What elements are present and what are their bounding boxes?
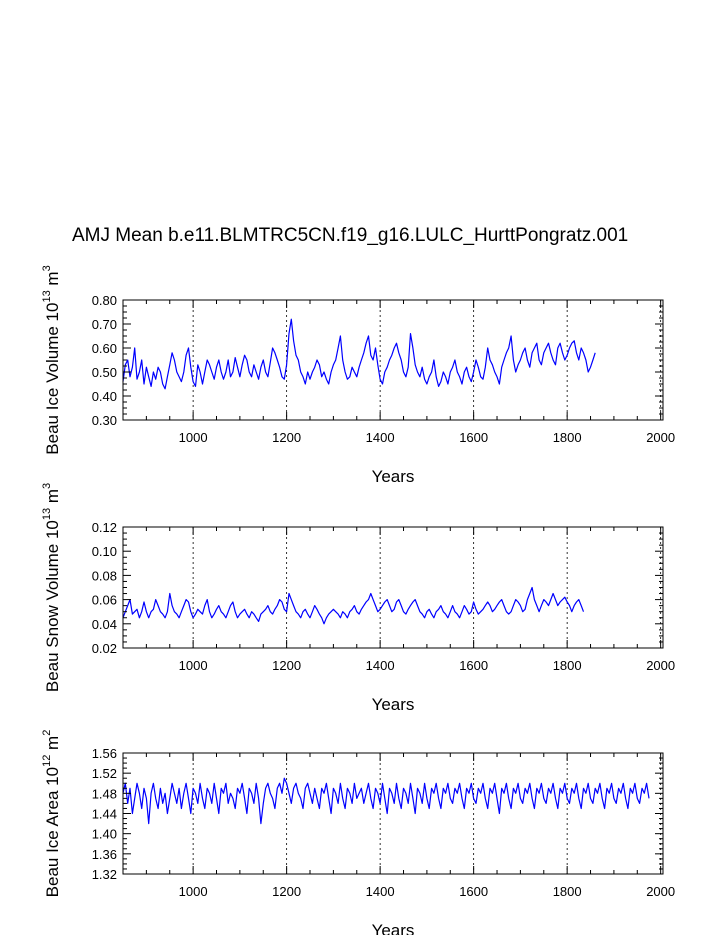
ice-volume-ylabel-prefix: Beau Ice Volume 10 — [43, 303, 62, 455]
ice-area-ytick-label-0: 1.32 — [92, 867, 117, 882]
ice-volume-ytick-label-1: 0.40 — [92, 389, 117, 404]
snow-volume-ylabel-exp: 13 — [41, 508, 53, 520]
snow-volume-xtick-label-3: 1600 — [459, 658, 488, 673]
ice-volume-plot-frame — [122, 299, 664, 421]
ice-volume-ytick-label-4: 0.70 — [92, 317, 117, 332]
ice-volume-xtick-label-0: 1000 — [179, 430, 208, 445]
ice-volume-xtick-label-3: 1600 — [459, 430, 488, 445]
snow-volume-xtick-label-0: 1000 — [179, 658, 208, 673]
ice-area-ylabel-unit-exp: 2 — [41, 730, 53, 736]
ice-area-plot-frame — [122, 752, 664, 875]
panel-snow-volume: 1000 1200 1400 1600 1800 2000 0.02 0.04 0.06 0.08… — [41, 483, 675, 714]
panels: 1000 1200 1400 1600 1800 2000 0.30 0.40 0.50 0.60… — [41, 265, 675, 935]
ice-volume-series-line — [122, 318, 596, 390]
ice-area-ylabel-prefix: Beau Ice Area 10 — [43, 767, 62, 897]
snow-volume-plot-frame — [122, 526, 664, 649]
ice-volume-xlabel: Years — [372, 467, 415, 486]
ice-volume-ytick-label-2: 0.50 — [92, 365, 117, 380]
ice-area-series-line — [122, 777, 650, 825]
figure-title: AMJ Mean b.e11.BLMTRC5CN.f19_g16.LULC_Hu… — [72, 225, 628, 246]
ice-area-xtick-label-1: 1200 — [272, 884, 301, 899]
snow-volume-xtick-label-4: 1800 — [553, 658, 582, 673]
snow-volume-xlabel: Years — [372, 695, 415, 714]
ice-area-ytick-label-6: 1.56 — [92, 746, 117, 761]
ice-area-xtick-label-4: 1800 — [553, 884, 582, 899]
ice-volume-ylabel-unit: m — [43, 271, 62, 290]
snow-volume-ylabel-prefix: Beau Snow Volume 10 — [43, 520, 62, 692]
ice-area-xtick-label-0: 1000 — [179, 884, 208, 899]
ice-volume-xtick-label-5: 2000 — [646, 430, 675, 445]
snow-volume-ylabel: Beau Snow Volume 1013 m3 — [41, 483, 62, 692]
snow-volume-ylabel-unit: m — [43, 489, 62, 508]
snow-volume-ytick-label-4: 0.10 — [92, 544, 117, 559]
snow-volume-ytick-label-2: 0.06 — [92, 593, 117, 608]
ice-volume-ylabel-unit-exp: 3 — [41, 265, 53, 271]
ice-area-ytick-label-2: 1.40 — [92, 827, 117, 842]
snow-volume-xtick-label-5: 2000 — [646, 658, 675, 673]
panel-ice-area: 1000 1200 1400 1600 1800 2000 1.32 1.36 1.40 1.44… — [41, 730, 675, 935]
snow-volume-ytick-label-5: 0.12 — [92, 520, 117, 535]
snow-volume-xtick-label-1: 1200 — [272, 658, 301, 673]
ice-area-ytick-label-5: 1.52 — [92, 766, 117, 781]
ice-area-ylabel-exp: 12 — [41, 755, 53, 767]
snow-volume-ylabel-unit-exp: 3 — [41, 483, 53, 489]
snow-volume-ytick-label-0: 0.02 — [92, 641, 117, 656]
ice-volume-ytick-label-0: 0.30 — [92, 413, 117, 428]
ice-area-ytick-label-1: 1.36 — [92, 847, 117, 862]
ice-area-xtick-label-2: 1400 — [366, 884, 395, 899]
ice-volume-ylabel-exp: 13 — [41, 290, 53, 302]
ice-area-xlabel: Years — [372, 921, 415, 935]
ice-volume-xtick-label-2: 1400 — [366, 430, 395, 445]
ice-area-ylabel: Beau Ice Area 1012 m2 — [41, 730, 62, 898]
ice-area-ylabel-unit: m — [43, 736, 62, 755]
ice-area-ytick-label-3: 1.44 — [92, 807, 117, 822]
panel-ice-volume: 1000 1200 1400 1600 1800 2000 0.30 0.40 0.50 0.60… — [41, 265, 675, 486]
ice-volume-ytick-label-3: 0.60 — [92, 341, 117, 356]
ice-area-xtick-label-5: 2000 — [646, 884, 675, 899]
ice-area-ytick-label-4: 1.48 — [92, 786, 117, 801]
snow-volume-ytick-label-1: 0.04 — [92, 617, 117, 632]
ice-volume-xtick-label-4: 1800 — [553, 430, 582, 445]
snow-volume-series-line — [122, 586, 585, 625]
ice-volume-ytick-label-5: 0.80 — [92, 293, 117, 308]
ice-volume-ylabel: Beau Ice Volume 1013 m3 — [41, 265, 62, 454]
ice-area-xtick-label-3: 1600 — [459, 884, 488, 899]
snow-volume-ytick-label-3: 0.08 — [92, 568, 117, 583]
snow-volume-xtick-label-2: 1400 — [366, 658, 395, 673]
ice-volume-xtick-label-1: 1200 — [272, 430, 301, 445]
